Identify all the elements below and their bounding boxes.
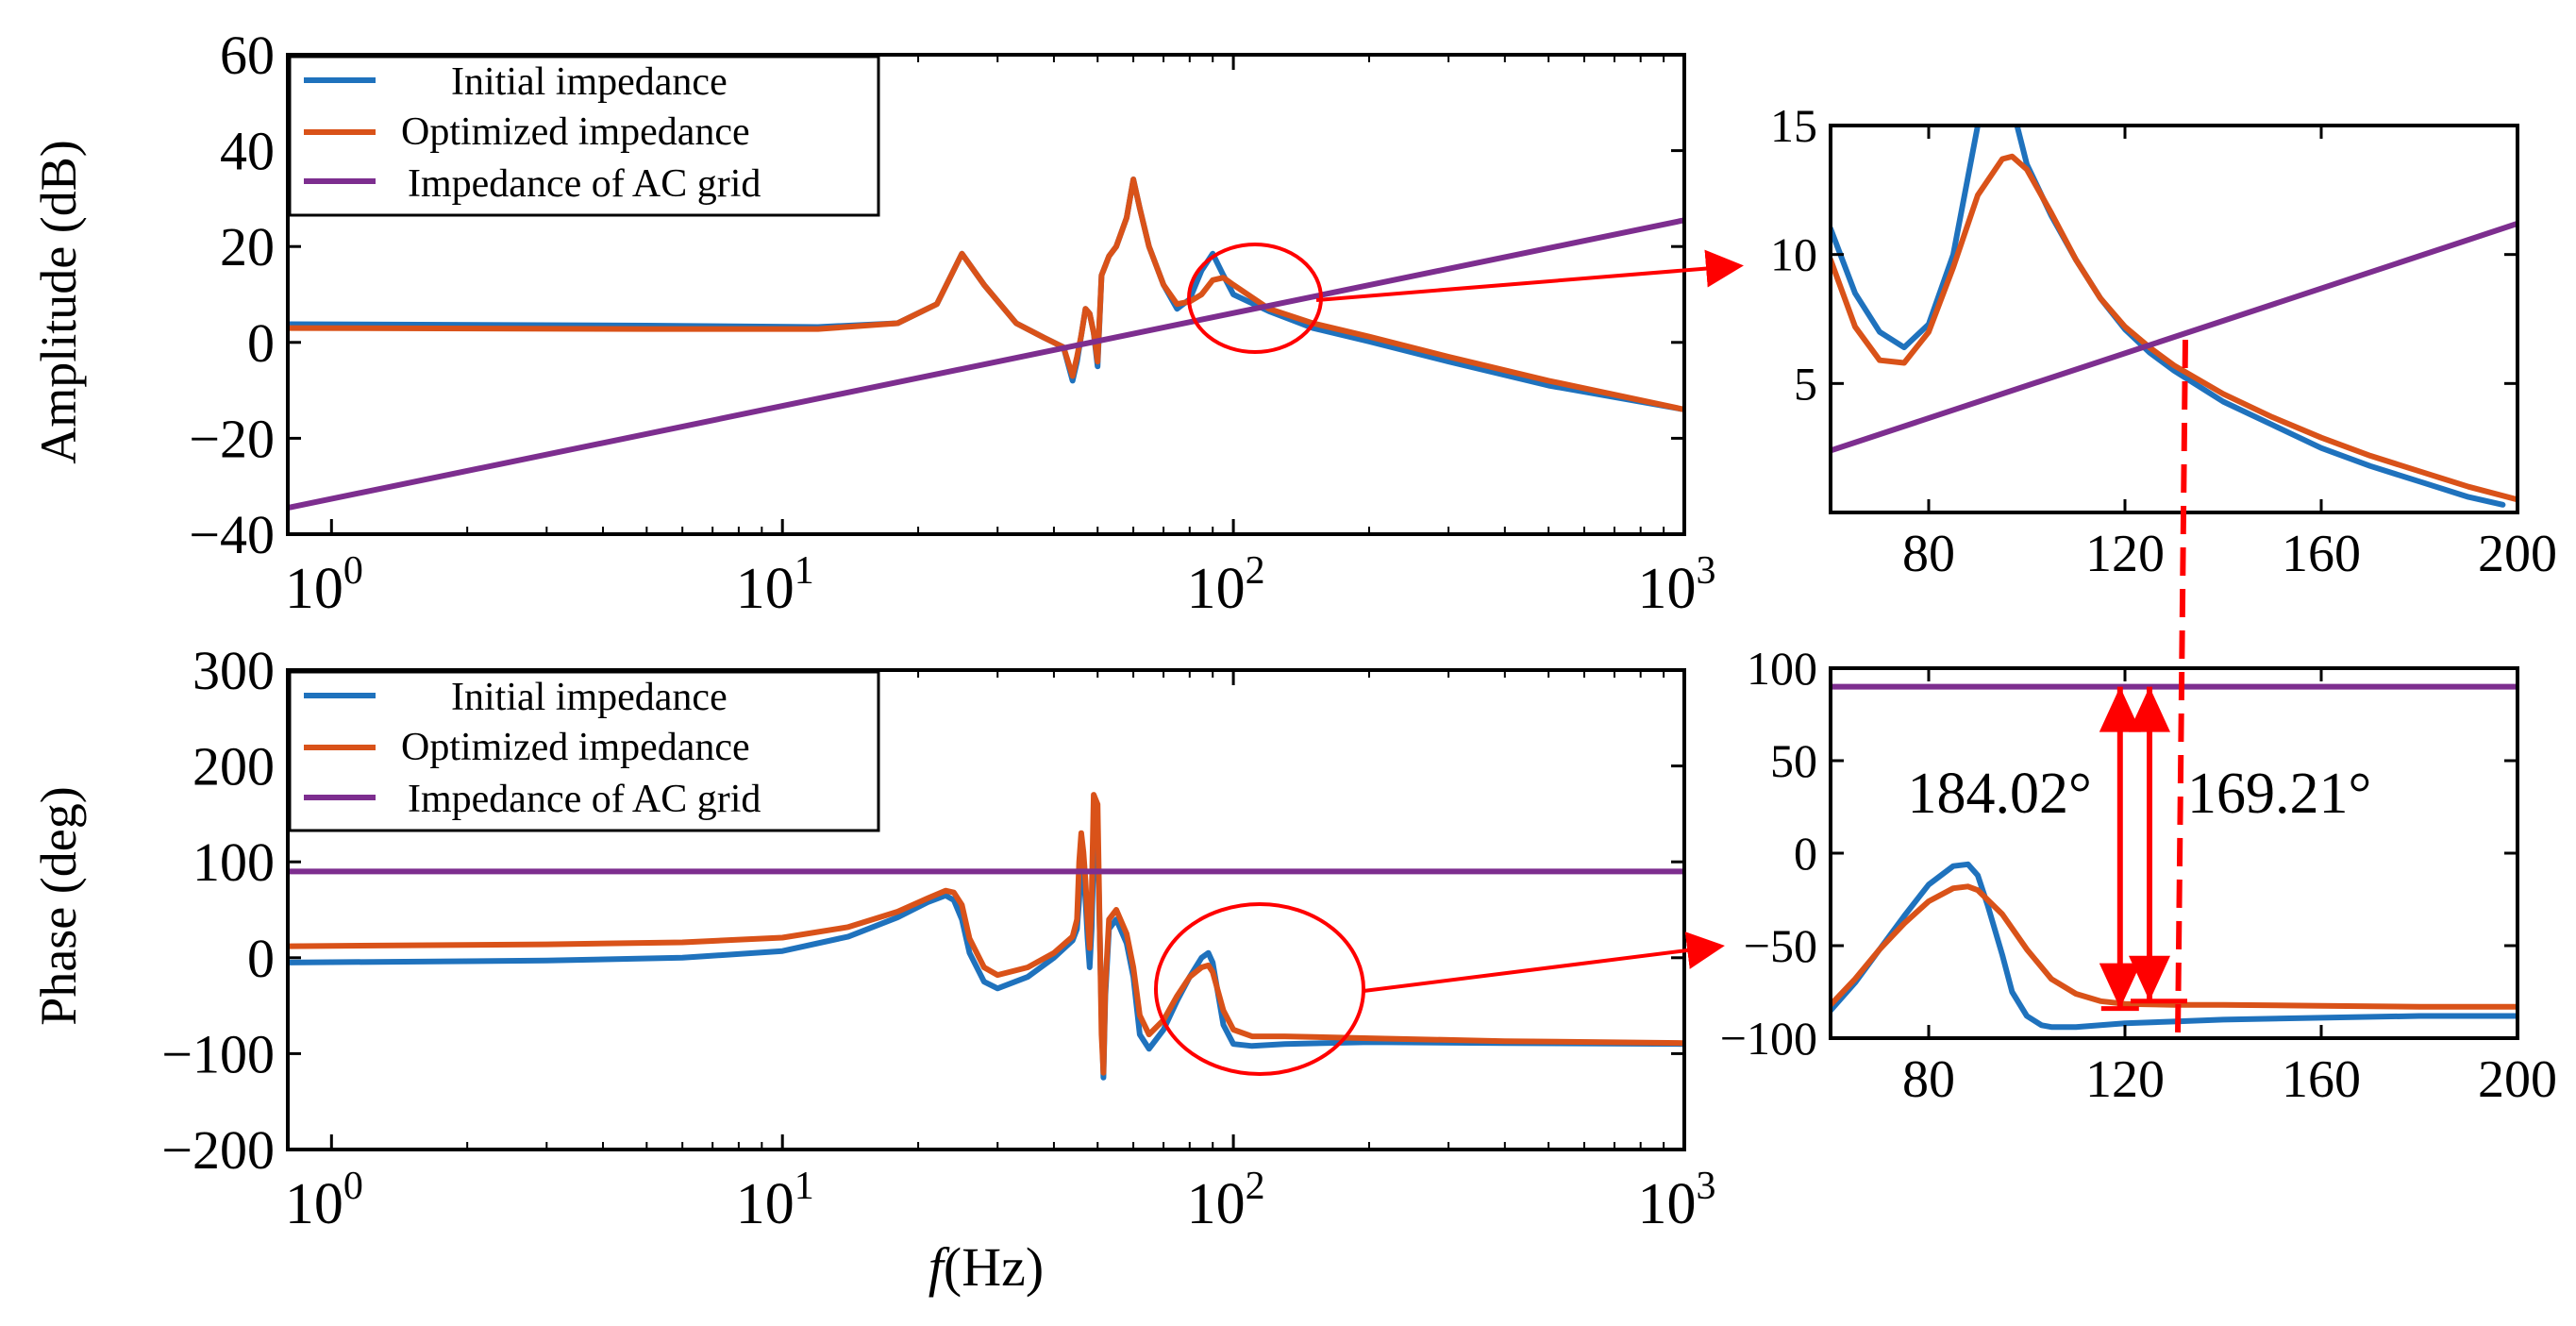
legend-label-grid: Impedance of AC grid [408, 778, 761, 821]
phase-legend-box [288, 670, 880, 832]
y-tick-label: 15 [1770, 99, 1817, 152]
phase-margin-arrowhead [2129, 686, 2170, 732]
y-tick-label: 20 [220, 216, 275, 277]
amplitude-zoom-chart: 15 10 5 80 120 160 200 [1770, 99, 2557, 583]
x-tick-label: 80 [1902, 1050, 1955, 1109]
y-tick-label: 60 [220, 25, 275, 86]
x-tick-label: 200 [2478, 1050, 2557, 1109]
y-tick-label: 0 [247, 928, 275, 989]
x-tick-label: 160 [2282, 525, 2361, 583]
zoom-arrow-phase [1363, 932, 1725, 993]
phase-margin-arrowhead [2099, 963, 2141, 1009]
amplitude-legend: Initial impedance Optimized impedance Im… [288, 55, 880, 217]
y-tick-label: 100 [192, 831, 275, 893]
x-tick-label: 160 [2282, 1050, 2361, 1109]
phase-margin-label: 169.21° [2187, 762, 2371, 826]
y-tick-label: 100 [1747, 642, 1817, 695]
y-tick-label: 10 [1770, 228, 1817, 281]
legend-label-grid: Impedance of AC grid [408, 162, 761, 206]
legend-label-initial: Initial impedance [451, 60, 728, 104]
phase-series-group [288, 792, 1684, 1081]
phase-y-label: Phase (deg) [30, 786, 87, 1025]
amplitude-zoom-frame [1829, 124, 2519, 514]
y-tick-label: −100 [161, 1023, 275, 1084]
x-tick-label: 100 [285, 549, 363, 621]
x-tick-label: 120 [2085, 525, 2165, 583]
series-line-optimized-impedance [288, 176, 1684, 412]
series-line-optimized-impedance [288, 792, 1684, 1076]
x-tick-label: 103 [1638, 1165, 1716, 1236]
zoom-highlight-ellipse-phase [1154, 902, 1365, 1076]
phase-zoom-ticks: 100 50 0 −50 −100 80 120 160 200 [1720, 642, 2557, 1109]
amplitude-zoom-series-group [1831, 126, 2517, 508]
y-tick-label: 0 [247, 312, 275, 374]
x-tick-label: 120 [2085, 1050, 2165, 1109]
y-tick-label: 40 [220, 121, 275, 182]
legend-label-optimized: Optimized impedance [401, 110, 750, 154]
series-line-impedance-of-ac-grid [288, 217, 1684, 512]
frequency-x-label: f(Hz) [928, 1236, 1044, 1298]
x-tick-label: 103 [1638, 549, 1716, 621]
zoom-arrow-amplitude [1315, 249, 1744, 302]
x-tick-label: 101 [736, 549, 814, 621]
x-tick-label: 200 [2478, 525, 2557, 583]
amplitude-zoom-ticks: 15 10 5 80 120 160 200 [1770, 99, 2557, 583]
crossover-dashed-marker [2175, 339, 2188, 1037]
series-line-optimized-impedance [1831, 883, 2517, 1010]
y-tick-label: −50 [1744, 919, 1817, 972]
phase-main-frame [286, 668, 1686, 1151]
phase-margin-arrowhead [2099, 686, 2141, 732]
x-tick-label: 100 [285, 1165, 363, 1236]
legend-label-initial: Initial impedance [451, 676, 728, 719]
phase-margin-arrowhead [2129, 955, 2170, 1001]
amplitude-y-label: Amplitude (dB) [30, 140, 87, 463]
x-tick-label: 101 [736, 1165, 814, 1236]
y-tick-label: −20 [189, 408, 275, 469]
x-tick-label: 102 [1187, 1165, 1265, 1236]
phase-legend: Initial impedance Optimized impedance Im… [288, 670, 880, 832]
amplitude-legend-box [288, 55, 880, 217]
x-tick-label: 80 [1902, 525, 1955, 583]
y-tick-label: 300 [192, 640, 275, 701]
x-tick-label: 102 [1187, 549, 1265, 621]
phase-margin-annotations: 184.02° 169.21° [1908, 686, 2371, 1012]
phase-zoom-chart: 100 50 0 −50 −100 80 120 160 200 184.02° 169.21° [1720, 642, 2557, 1109]
y-tick-label: 200 [192, 736, 275, 797]
amplitude-main-frame [286, 53, 1686, 536]
series-line-initial-impedance [1831, 126, 2506, 508]
y-tick-label: 0 [1794, 827, 1817, 880]
y-tick-label: −200 [161, 1119, 275, 1181]
series-line-impedance-of-ac-grid [1831, 220, 2517, 454]
phase-margin-label: 184.02° [1908, 762, 2092, 826]
y-tick-label: 50 [1770, 734, 1817, 787]
amplitude-series-group [288, 176, 1684, 512]
y-tick-label: −100 [1720, 1012, 1817, 1065]
phase-zoom-frame [1829, 666, 2519, 1040]
legend-label-optimized: Optimized impedance [401, 726, 750, 769]
y-tick-label: 5 [1794, 357, 1817, 410]
series-line-initial-impedance [1831, 861, 2517, 1031]
phase-zoom-series-group [1831, 683, 2517, 1031]
y-tick-label: −40 [189, 504, 275, 565]
series-line-optimized-impedance [1831, 153, 2517, 503]
